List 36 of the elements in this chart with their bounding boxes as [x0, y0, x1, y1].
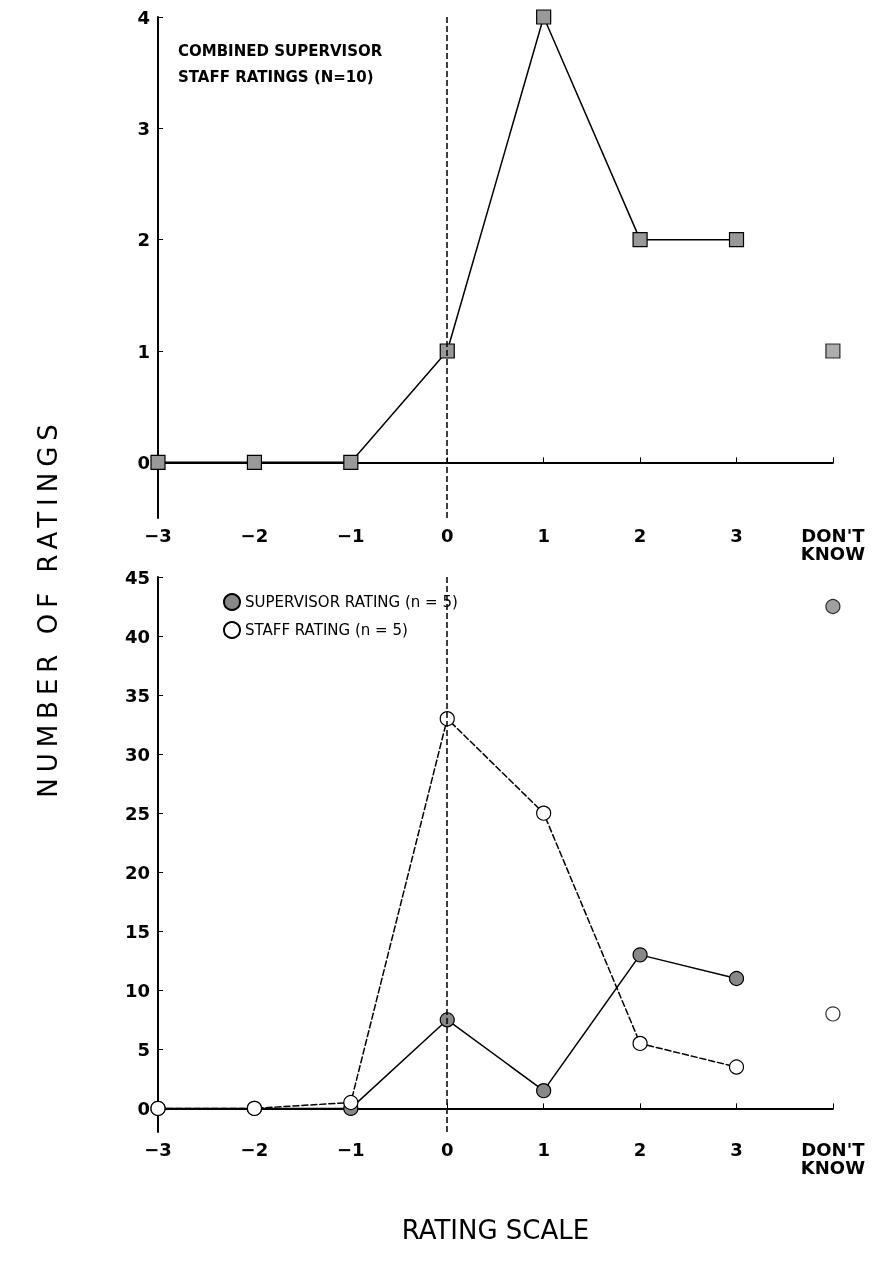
y-tick-label: 4: [137, 6, 150, 28]
y-tick-label: 20: [124, 861, 150, 883]
x-tick-label: DON'T KNOW: [800, 1138, 866, 1178]
y-tick-label: 30: [124, 743, 150, 765]
y-tick-label: 0: [137, 1097, 150, 1119]
legend-label: SUPERVISOR RATING (n = 5): [245, 593, 458, 611]
y-tick-label: 40: [124, 625, 150, 647]
x-tick-label: −3: [144, 1138, 172, 1160]
annotation: COMBINED SUPERVISOR STAFF RATINGS (N=10): [178, 42, 388, 86]
y-tick-label: 10: [124, 979, 150, 1001]
x-tick-label: −3: [144, 524, 172, 546]
x-tick-label: 0: [440, 524, 454, 546]
x-tick-label: DON'T KNOW: [800, 524, 866, 564]
x-tick-label: 1: [537, 1138, 550, 1160]
legend-label: STAFF RATING (n = 5): [245, 621, 408, 639]
x-tick-label: 1: [537, 524, 550, 546]
x-tick-label: 3: [730, 1138, 743, 1160]
x-tick-label: 2: [633, 524, 647, 546]
x-tick-label: 2: [633, 1138, 647, 1160]
y-tick-label: 25: [124, 802, 150, 824]
y-tick-label: 35: [124, 684, 150, 706]
y-tick-label: 15: [124, 920, 150, 942]
y-tick-label: 0: [137, 451, 150, 473]
y-tick-label: 5: [137, 1038, 150, 1060]
x-tick-label: 0: [440, 1138, 454, 1160]
x-axis-title: RATING SCALE: [401, 1215, 590, 1245]
x-tick-label: −1: [337, 524, 365, 546]
x-tick-label: −1: [337, 1138, 365, 1160]
y-tick-label: 45: [124, 566, 150, 588]
y-tick-label: 2: [137, 229, 150, 251]
y-tick-label: 3: [137, 117, 150, 139]
y-tick-label: 1: [137, 340, 150, 362]
x-tick-label: 3: [730, 524, 743, 546]
x-tick-label: −2: [240, 524, 269, 546]
y-axis-title: NUMBER OF RATINGS: [33, 418, 63, 798]
x-tick-label: −2: [240, 1138, 269, 1160]
